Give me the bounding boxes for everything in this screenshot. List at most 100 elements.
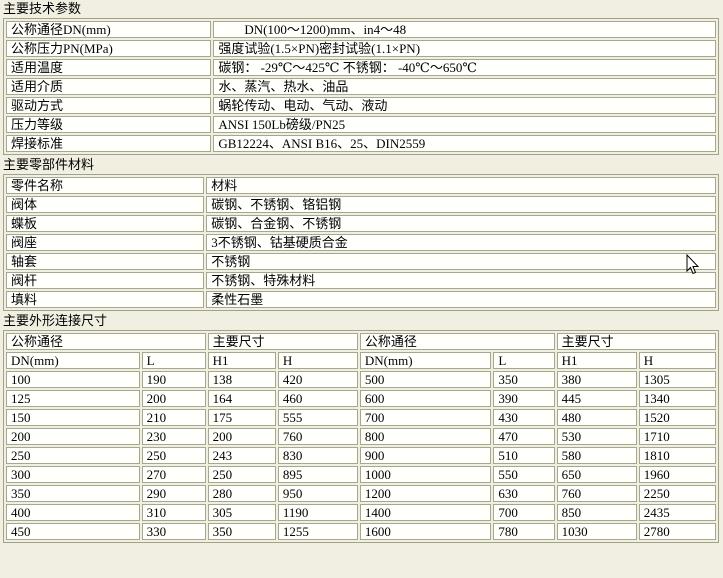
table-row: 400 310 305 1190 1400 700 850 2435 (6, 504, 716, 521)
dim-value-cell: 1710 (638, 428, 716, 445)
dim-value-cell: 1340 (638, 390, 716, 407)
material-label-cell: 阀体 (6, 196, 205, 213)
material-value-cell: 碳钢、不锈钢、铬铝钢 (206, 196, 716, 213)
dimensions-table: 公称通径 主要尺寸 公称通径 主要尺寸 DN(mm) L H1 H DN(mm) L H1 H 100 1… (3, 330, 719, 543)
dim-value-cell: 250 (6, 447, 140, 464)
dim-value-cell: 1000 (359, 466, 492, 483)
dim-value-cell: 2780 (638, 523, 716, 540)
material-label-cell: 填料 (6, 291, 205, 308)
table-row: 公称通径 主要尺寸 公称通径 主要尺寸 (6, 333, 716, 350)
dim-group-header-cell: 公称通径 (359, 333, 555, 350)
param-value-cell: ANSI 150Lb磅级/PN25 (213, 116, 716, 133)
dim-value-cell: 200 (141, 390, 206, 407)
dim-value-cell: 310 (141, 504, 206, 521)
dim-value-cell: 895 (277, 466, 358, 483)
dim-value-cell: 830 (277, 447, 358, 464)
dim-value-cell: 250 (207, 466, 276, 483)
dim-value-cell: 190 (141, 371, 206, 388)
dim-value-cell: 460 (277, 390, 358, 407)
param-label-cell: 压力等级 (6, 116, 212, 133)
dim-value-cell: 600 (359, 390, 492, 407)
dim-value-cell: 1190 (277, 504, 358, 521)
dim-value-cell: 760 (556, 485, 637, 502)
table-row: 125 200 164 460 600 390 445 1340 (6, 390, 716, 407)
table-row: 阀座 3不锈钢、钴基硬质合金 (6, 234, 716, 251)
dim-col-header-cell: DN(mm) (6, 352, 140, 369)
table-row: DN(mm) L H1 H DN(mm) L H1 H (6, 352, 716, 369)
dim-value-cell: 470 (493, 428, 555, 445)
table-row: 公称压力PN(MPa) 强度试验(1.5×PN)密封试验(1.1×PN) (6, 40, 716, 57)
dim-value-cell: 530 (556, 428, 637, 445)
tech-params-table: 公称通径DN(mm) DN(100～1200)mm、in4～48 公称压力PN(MP… (3, 18, 719, 155)
dim-value-cell: 164 (207, 390, 276, 407)
dim-value-cell: 510 (493, 447, 555, 464)
material-value-cell: 柔性石墨 (206, 291, 716, 308)
dim-col-header-cell: L (141, 352, 206, 369)
dim-group-header-cell: 主要尺寸 (556, 333, 716, 350)
tech-params-title: 主要技术参数 (3, 1, 82, 16)
table-row: 驱动方式 蜗轮传动、电动、气动、液动 (6, 97, 716, 114)
table-row: 阀体 碳钢、不锈钢、铬铝钢 (6, 196, 716, 213)
table-row: 压力等级 ANSI 150Lb磅级/PN25 (6, 116, 716, 133)
material-value-cell: 碳钢、合金钢、不锈钢 (206, 215, 716, 232)
material-label-cell: 蝶板 (6, 215, 205, 232)
dim-value-cell: 1960 (638, 466, 716, 483)
table-row: 填料 柔性石墨 (6, 291, 716, 308)
table-row: 适用介质 水、蒸汽、热水、油品 (6, 78, 716, 95)
dim-col-header-cell: DN(mm) (359, 352, 492, 369)
table-row: 轴套 不锈钢 (6, 253, 716, 270)
table-row: 蝶板 碳钢、合金钢、不锈钢 (6, 215, 716, 232)
dim-value-cell: 230 (141, 428, 206, 445)
dim-value-cell: 1255 (277, 523, 358, 540)
dim-value-cell: 1305 (638, 371, 716, 388)
dim-value-cell: 555 (277, 409, 358, 426)
dimensions-title: 主要外形连接尺寸 (3, 313, 108, 328)
dim-value-cell: 150 (6, 409, 140, 426)
param-value-cell: 强度试验(1.5×PN)密封试验(1.1×PN) (213, 40, 716, 57)
dim-value-cell: 390 (493, 390, 555, 407)
param-label-cell: 焊接标准 (6, 135, 212, 152)
dim-value-cell: 650 (556, 466, 637, 483)
dim-value-cell: 300 (6, 466, 140, 483)
materials-title: 主要零部件材料 (3, 157, 95, 172)
table-row: 零件名称 材料 (6, 177, 716, 194)
table-row: 300 270 250 895 1000 550 650 1960 (6, 466, 716, 483)
table-row: 450 330 350 1255 1600 780 1030 2780 (6, 523, 716, 540)
dim-value-cell: 450 (6, 523, 140, 540)
dim-col-header-cell: H (638, 352, 716, 369)
dim-value-cell: 445 (556, 390, 637, 407)
param-label-cell: 适用介质 (6, 78, 212, 95)
param-label-cell: 适用温度 (6, 59, 212, 76)
dim-value-cell: 700 (359, 409, 492, 426)
dim-value-cell: 305 (207, 504, 276, 521)
dim-value-cell: 280 (207, 485, 276, 502)
dim-value-cell: 900 (359, 447, 492, 464)
dim-value-cell: 700 (493, 504, 555, 521)
dim-value-cell: 380 (556, 371, 637, 388)
dim-value-cell: 330 (141, 523, 206, 540)
table-row: 阀杆 不锈钢、特殊材料 (6, 272, 716, 289)
material-value-cell: 3不锈钢、钴基硬质合金 (206, 234, 716, 251)
dim-group-header-cell: 主要尺寸 (207, 333, 358, 350)
dim-value-cell: 100 (6, 371, 140, 388)
dim-value-cell: 630 (493, 485, 555, 502)
dim-value-cell: 760 (277, 428, 358, 445)
dim-value-cell: 420 (277, 371, 358, 388)
dim-value-cell: 1030 (556, 523, 637, 540)
dim-value-cell: 850 (556, 504, 637, 521)
material-label-cell: 阀座 (6, 234, 205, 251)
table-row: 100 190 138 420 500 350 380 1305 (6, 371, 716, 388)
dim-value-cell: 2435 (638, 504, 716, 521)
dim-value-cell: 290 (141, 485, 206, 502)
dim-value-cell: 1200 (359, 485, 492, 502)
dim-value-cell: 500 (359, 371, 492, 388)
param-value-cell: 碳钢： -29℃～425℃ 不锈钢： -40℃～650℃ (213, 59, 716, 76)
dim-value-cell: 580 (556, 447, 637, 464)
param-value-cell: DN(100～1200)mm、in4～48 (213, 21, 716, 38)
dim-value-cell: 800 (359, 428, 492, 445)
param-label-cell: 驱动方式 (6, 97, 212, 114)
dim-value-cell: 1600 (359, 523, 492, 540)
dim-value-cell: 350 (493, 371, 555, 388)
dim-value-cell: 138 (207, 371, 276, 388)
